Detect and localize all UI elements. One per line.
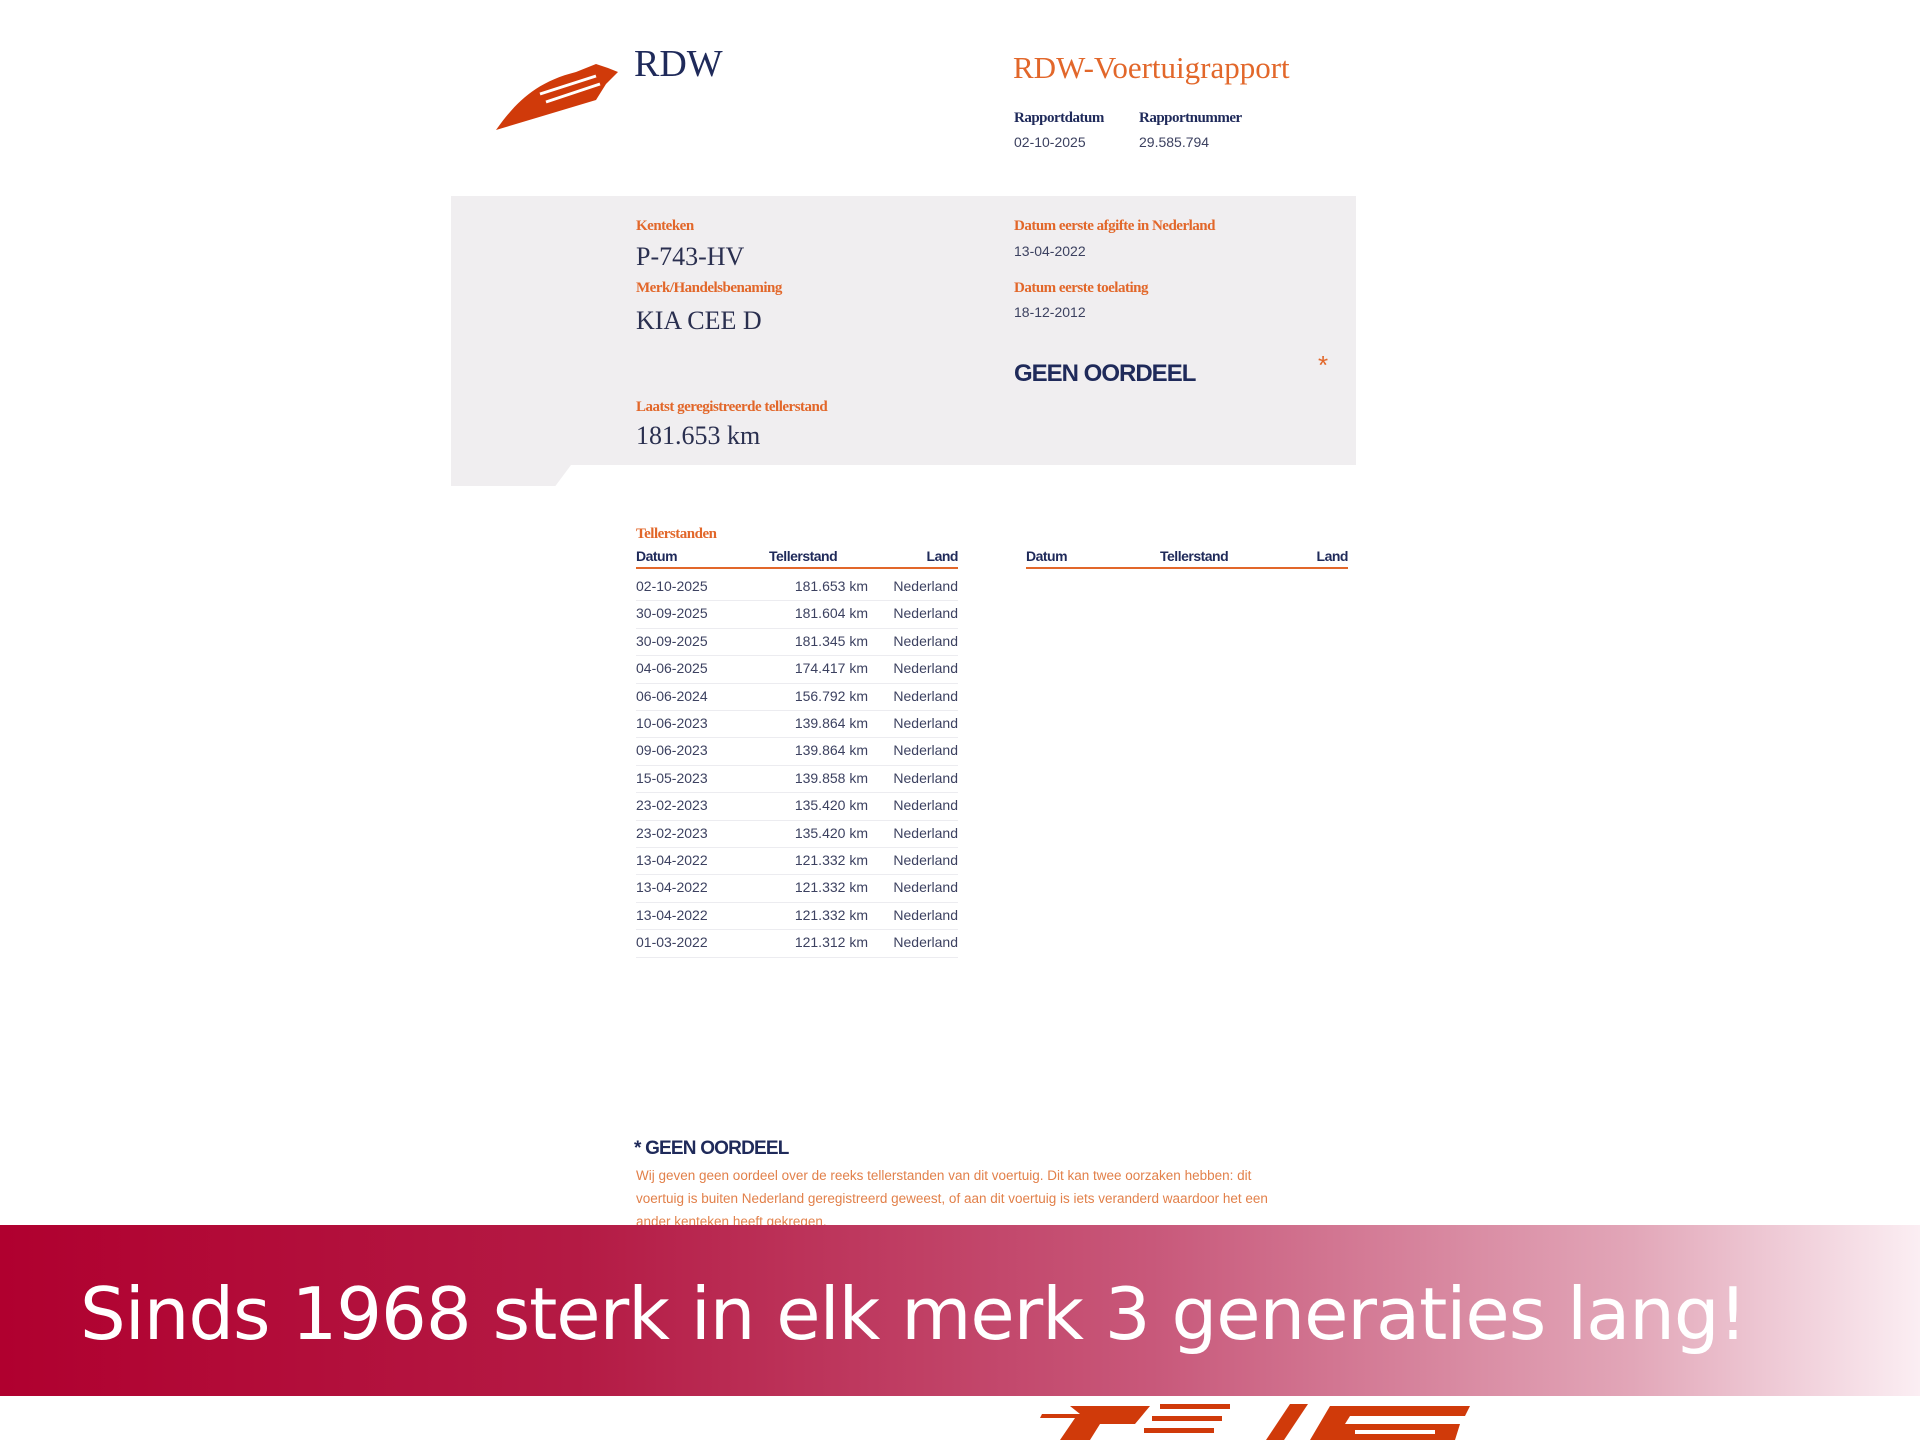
cell-country: Nederland — [893, 934, 958, 951]
cell-odometer: 174.417 km — [794, 660, 868, 677]
cell-odometer: 121.332 km — [794, 906, 868, 923]
cell-country: Nederland — [893, 687, 958, 704]
summary-panel — [451, 196, 1356, 465]
table-row: 30-09-2025 181.604 km Nederland — [636, 601, 958, 629]
table-row: 09-06-2023 139.864 km Nederland — [636, 738, 958, 766]
col-country: Land — [926, 548, 959, 564]
cell-odometer: 121.312 km — [794, 934, 868, 951]
cell-country: Nederland — [893, 715, 958, 731]
table-row: 06-06-2024 156.792 km Nederland — [636, 684, 958, 711]
col-date: Datum — [1026, 548, 1068, 564]
table-row: 30-09-2025 181.345 km Nederland — [636, 629, 958, 657]
cell-date: 13-04-2022 — [636, 852, 708, 868]
table-row: 01-03-2022 121.312 km Nederland — [636, 930, 958, 958]
cell-date: 01-03-2022 — [636, 934, 708, 951]
report-title: RDW-Voertuigrapport — [1013, 50, 1290, 85]
first-admission-value: 18-12-2012 — [1014, 304, 1086, 320]
cell-date: 23-02-2023 — [636, 797, 708, 814]
cell-country: Nederland — [893, 632, 958, 649]
cell-country: Nederland — [893, 824, 958, 841]
cell-odometer: 135.420 km — [794, 797, 868, 814]
make-value: KIA CEE D — [636, 306, 762, 335]
table-row: 13-04-2022 121.332 km Nederland — [636, 875, 958, 903]
plate-value: P-743-HV — [636, 242, 745, 271]
col-date: Datum — [636, 548, 678, 564]
cell-odometer: 121.332 km — [794, 879, 868, 896]
header-rule — [636, 567, 958, 569]
cell-country: Nederland — [893, 906, 958, 923]
first-admission-label: Datum eerste toelating — [1014, 280, 1148, 296]
cell-date: 04-06-2025 — [636, 660, 708, 677]
brand-name: RDW — [634, 43, 723, 85]
cell-date: 30-09-2025 — [636, 632, 708, 649]
cell-country: Nederland — [893, 578, 958, 594]
cell-date: 02-10-2025 — [636, 578, 708, 594]
report-date-label: Rapportdatum — [1014, 110, 1104, 126]
make-label: Merk/Handelsbenaming — [636, 280, 782, 296]
report-number-label: Rapportnummer — [1139, 110, 1242, 126]
odometer-label: Laatst geregistreerde tellerstand — [636, 399, 828, 415]
cell-odometer: 139.864 km — [794, 742, 868, 759]
cell-odometer: 139.864 km — [794, 715, 868, 731]
rdw-logo-icon — [496, 64, 618, 130]
table-row: 02-10-2025 181.653 km Nederland — [636, 574, 958, 602]
table-row: 04-06-2025 174.417 km Nederland — [636, 656, 958, 684]
cell-odometer: 181.653 km — [794, 578, 868, 594]
table-row: 23-02-2023 135.420 km Nederland — [636, 821, 958, 848]
dealer-logo-icon — [1040, 1404, 1470, 1440]
col-country: Land — [1316, 548, 1349, 564]
verdict: GEEN OORDEEL — [1014, 360, 1196, 387]
col-odometer: Tellerstand — [1160, 548, 1229, 564]
cell-date: 23-02-2023 — [636, 824, 708, 841]
table-row: 13-04-2022 121.332 km Nederland — [636, 903, 958, 931]
table-row: 23-02-2023 135.420 km Nederland — [636, 793, 958, 821]
banner-text: Sinds 1968 sterk in elk merk 3 generatie… — [80, 1272, 1747, 1356]
cell-country: Nederland — [893, 742, 958, 759]
cell-country: Nederland — [893, 797, 958, 814]
cell-date: 13-04-2022 — [636, 906, 708, 923]
first-nl-value: 13-04-2022 — [1014, 243, 1086, 259]
footnote-line: voertuig is buiten Nederland geregistree… — [636, 1191, 1268, 1206]
cell-odometer: 181.604 km — [794, 605, 868, 622]
cell-date: 10-06-2023 — [636, 715, 708, 731]
cell-country: Nederland — [893, 605, 958, 622]
first-nl-label: Datum eerste afgifte in Nederland — [1014, 218, 1215, 234]
footnote-line: Wij geven geen oordeel over de reeks tel… — [636, 1168, 1252, 1183]
cell-odometer: 135.420 km — [794, 824, 868, 841]
odometer-value: 181.653 km — [636, 421, 761, 450]
col-odometer: Tellerstand — [769, 548, 838, 564]
plate-label: Kenteken — [636, 218, 694, 234]
cell-odometer: 139.858 km — [794, 769, 868, 786]
footnote-title: * GEEN OORDEEL — [634, 1138, 789, 1159]
promo-banner — [0, 1225, 1920, 1396]
cell-date: 09-06-2023 — [636, 742, 708, 759]
cell-date: 15-05-2023 — [636, 769, 708, 786]
cell-country: Nederland — [893, 769, 958, 786]
cell-odometer: 156.792 km — [794, 687, 868, 704]
cell-date: 30-09-2025 — [636, 605, 708, 622]
cell-date: 13-04-2022 — [636, 879, 708, 896]
cell-country: Nederland — [893, 879, 958, 896]
cell-country: Nederland — [893, 660, 958, 677]
verdict-star: * — [1318, 350, 1329, 380]
cell-country: Nederland — [893, 852, 958, 868]
cell-odometer: 181.345 km — [794, 632, 868, 649]
summary-panel-tab — [451, 465, 571, 486]
report-date: 02-10-2025 — [1014, 134, 1086, 150]
table-row: 15-05-2023 139.858 km Nederland — [636, 766, 958, 794]
report-number: 29.585.794 — [1139, 134, 1210, 150]
table-row: 10-06-2023 139.864 km Nederland — [636, 711, 958, 739]
cell-odometer: 121.332 km — [794, 852, 868, 868]
readings-title: Tellerstanden — [636, 526, 717, 542]
cell-date: 06-06-2024 — [636, 687, 708, 704]
header-rule — [1026, 567, 1348, 569]
table-row: 13-04-2022 121.332 km Nederland — [636, 848, 958, 876]
